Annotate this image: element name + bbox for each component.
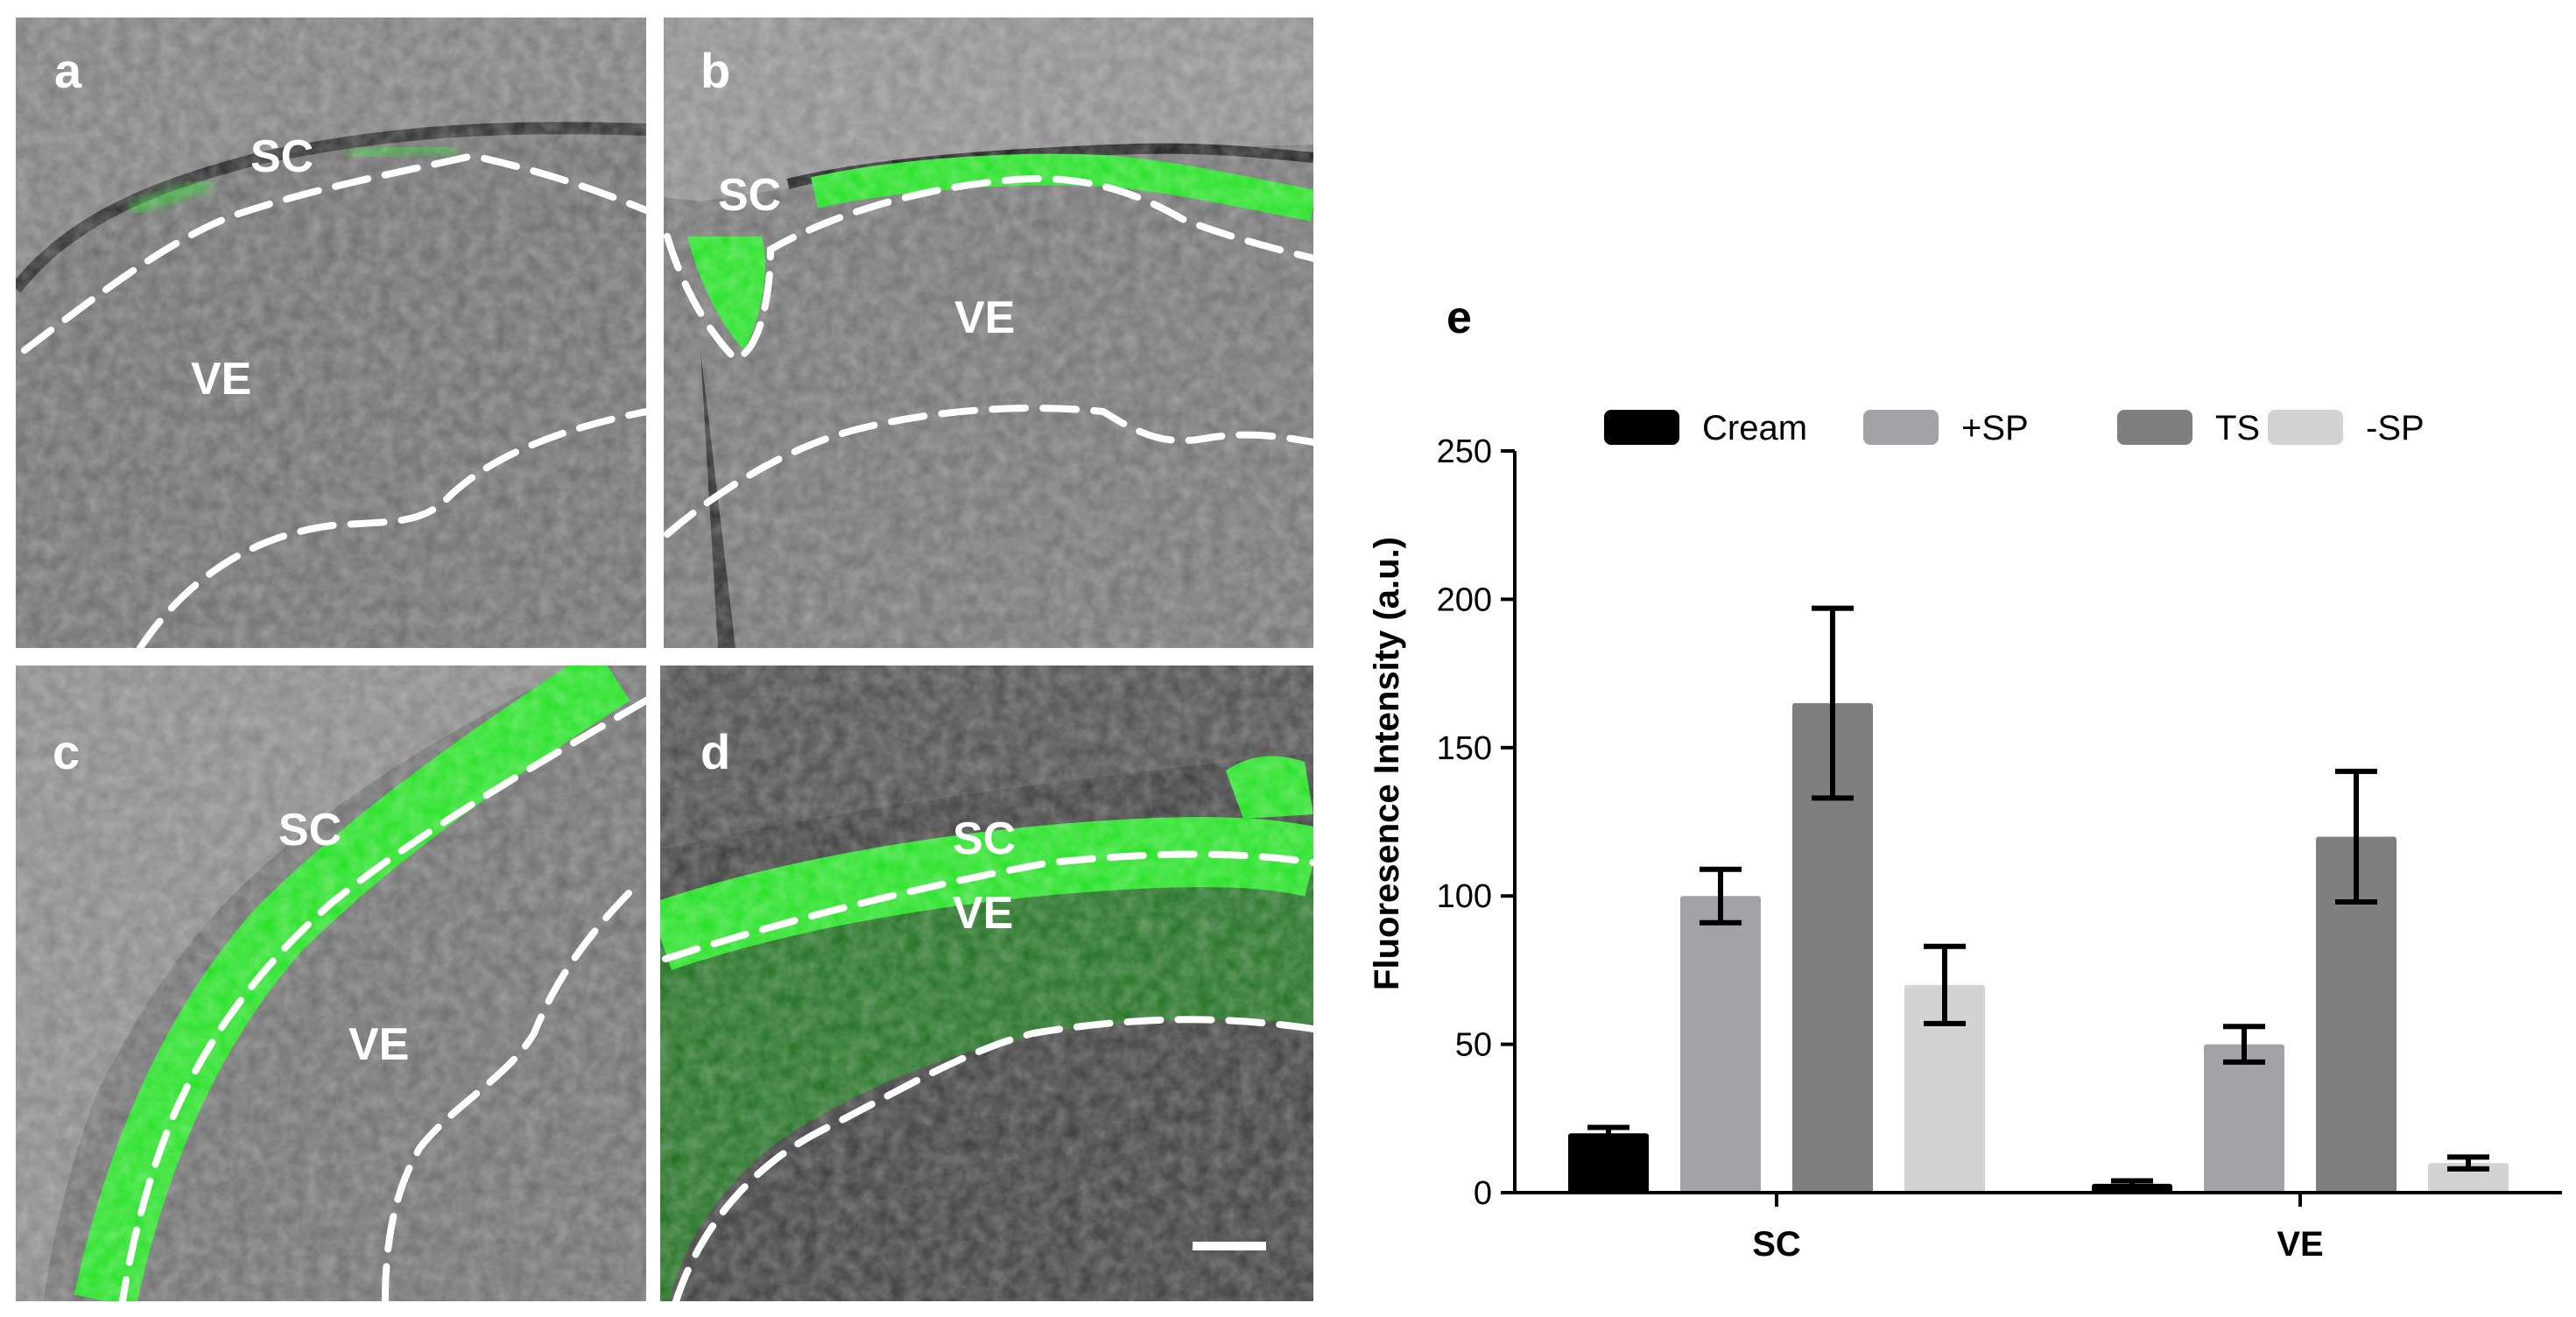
panel-c-label-sc: SC	[278, 805, 341, 856]
micrograph-panel-a	[16, 18, 646, 648]
bar-sc-sp	[1680, 896, 1761, 1193]
bar-ve-ts	[2316, 836, 2397, 1193]
panel-letter-b: b	[700, 43, 730, 98]
bar-sc-sp	[1904, 984, 1985, 1193]
legend-label-sp: +SP	[1961, 409, 2029, 447]
x-category-label-ve: VE	[2277, 1225, 2323, 1264]
panel-c-label-ve: VE	[348, 1019, 409, 1070]
chart-panel-letter: e	[1446, 292, 1472, 343]
y-tick-label-3: 150	[1437, 730, 1492, 767]
panel-a-label-ve: VE	[191, 354, 251, 405]
micrograph-panel-c	[16, 666, 646, 1301]
bar-chart: e Fluoresence Intensity (a.u.) Cream +SP T…	[1368, 292, 2562, 1264]
panel-d-label-sc: SC	[953, 813, 1016, 864]
scale-bar	[1193, 1242, 1266, 1250]
y-axis: 0 50 100 150 200 250	[1437, 433, 1517, 1212]
legend-label-cream: Cream	[1702, 409, 1807, 447]
bar-sc-cream	[1568, 1133, 1649, 1193]
panel-b-label-ve: VE	[954, 292, 1015, 343]
y-tick-label-1: 50	[1455, 1027, 1492, 1064]
panel-b-label-sc: SC	[718, 170, 781, 221]
legend-label-ts: TS	[2215, 409, 2260, 447]
legend-swatch-ts	[2117, 410, 2192, 445]
x-category-label-sc: SC	[1752, 1225, 1801, 1264]
panel-letter-a: a	[54, 43, 82, 98]
bars	[1568, 605, 2509, 1193]
bar-sc-ts	[1792, 702, 1873, 1193]
y-tick-label-0: 0	[1474, 1175, 1492, 1212]
panel-d-label-ve: VE	[953, 888, 1013, 939]
x-axis: SC VE	[1515, 1191, 2562, 1264]
bar-ve-sp	[2204, 1044, 2284, 1193]
legend-swatch-sp	[2268, 410, 2343, 445]
panel-letter-c: c	[53, 724, 80, 779]
micrograph-panel-b	[664, 18, 1313, 648]
legend-label-sp: -SP	[2366, 409, 2425, 447]
y-tick-label-4: 200	[1437, 581, 1492, 618]
panel-letter-d: d	[700, 724, 730, 779]
legend-swatch-cream	[1604, 410, 1679, 445]
legend-swatch-sp	[1863, 410, 1939, 445]
legend: Cream +SP TS -SP	[1604, 409, 2425, 447]
micrograph-panel-d	[660, 666, 1313, 1301]
y-tick-label-2: 100	[1437, 878, 1492, 915]
panel-a-label-sc: SC	[250, 131, 313, 182]
y-tick-label-5: 250	[1437, 433, 1492, 470]
y-axis-title: Fluoresence Intensity (a.u.)	[1368, 537, 1406, 990]
